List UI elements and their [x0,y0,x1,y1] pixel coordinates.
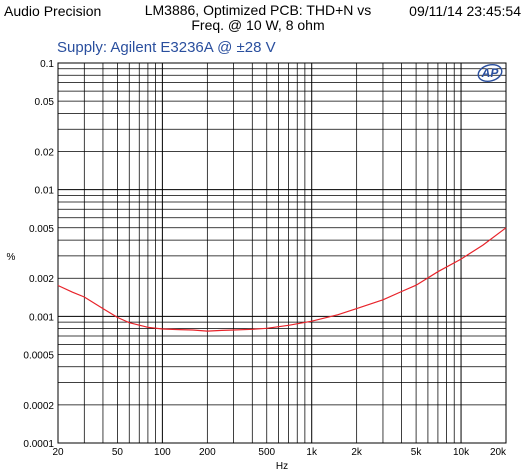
series-layer [57,227,507,332]
x-tick-label: 5k [411,447,423,458]
x-tick-label: 500 [258,447,275,458]
y-tick-label: 0.0001 [23,439,54,450]
y-tick-label: 0.001 [29,312,54,323]
x-tick-labels: 20 50 100 200 500 1k 2k 5k 10k 20k [52,447,507,458]
chart-title: LM3886, Optimized PCB: THD+N vs Freq. @ … [128,3,388,33]
timestamp: 09/11/14 23:45:54 [409,3,521,19]
ap-logo-text: AP [481,66,500,80]
y-tick-label: 0.0005 [23,350,54,361]
y-tick-label: 0.005 [29,224,54,235]
y-tick-label: 0.002 [29,274,54,285]
x-tick-label: 2k [351,447,363,458]
x-tick-label: 1k [306,447,318,458]
app-name: Audio Precision [4,3,102,19]
y-tick-label: 0.1 [40,59,54,70]
x-tick-label: 20k [490,447,507,458]
chart-title-line-2: Freq. @ 10 W, 8 ohm [191,17,325,33]
y-tick-labels: 0.1 0.05 0.02 0.01 0.005 0.002 0.001 0.0005 0.00… [23,59,54,450]
y-tick-label: 0.01 [35,186,55,197]
y-tick-label: 0.0002 [23,401,54,412]
y-tick-label: 0.05 [35,97,55,108]
ap-logo: AP [477,63,503,83]
x-tick-label: 200 [199,447,216,458]
supply-label: Supply: Agilent E3236A @ ±28 V [57,39,276,56]
x-tick-label: 20 [52,447,64,458]
x-axis-label: Hz [276,461,288,472]
x-tick-label: 100 [154,447,171,458]
x-tick-label: 50 [112,447,124,458]
plot-frame [57,62,507,444]
ap-logo-ring [477,63,503,83]
x-tick-label: 10k [453,447,470,458]
series-line [57,227,507,332]
y-tick-label: 0.02 [35,148,55,159]
grid [58,63,506,443]
y-axis-label: % [7,252,16,263]
chart-title-line-1: LM3886, Optimized PCB: THD+N vs [144,2,372,18]
